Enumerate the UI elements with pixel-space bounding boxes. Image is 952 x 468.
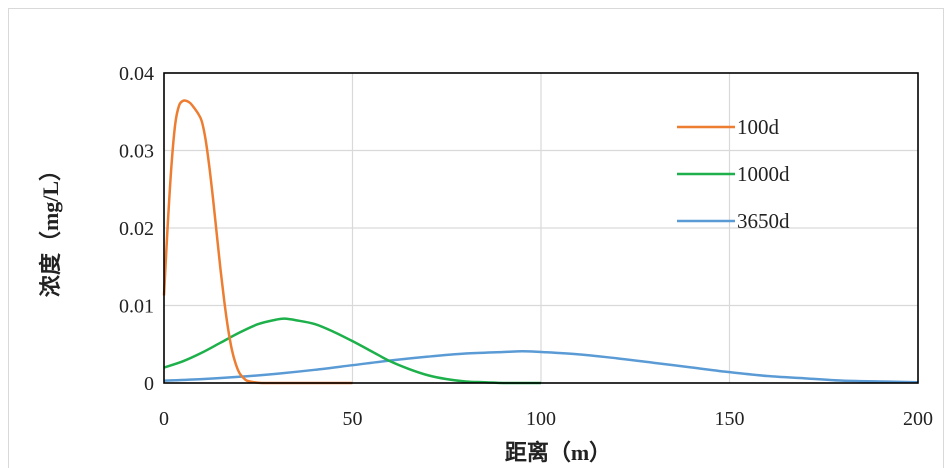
y-tick-label: 0.01 bbox=[119, 296, 154, 318]
y-tick-label: 0.03 bbox=[119, 141, 154, 163]
legend-label-3650d: 3650d bbox=[737, 209, 790, 233]
tick-layer: 0 50 100 150 200 0 0.01 0.02 0.03 0.04 bbox=[119, 63, 933, 430]
y-axis-title: 浓度（mg/L） bbox=[38, 159, 63, 297]
legend: 100d 1000d 3650d bbox=[677, 115, 790, 233]
series-line-3650d bbox=[163, 349, 919, 384]
x-axis-title: 距离（m） bbox=[505, 440, 611, 465]
plot-area-border bbox=[163, 72, 919, 384]
y-tick-label: 0.04 bbox=[119, 63, 154, 85]
x-tick-label: 0 bbox=[159, 408, 169, 430]
x-tick-label: 200 bbox=[903, 408, 933, 430]
grid-layer bbox=[164, 73, 918, 383]
legend-label-1000d: 1000d bbox=[737, 162, 790, 186]
x-tick-label: 100 bbox=[526, 408, 556, 430]
series-line-100d bbox=[162, 99, 353, 385]
y-tick-label: 0.02 bbox=[119, 218, 154, 240]
x-tick-label: 150 bbox=[715, 408, 745, 430]
y-tick-label: 0 bbox=[144, 373, 154, 395]
x-tick-label: 50 bbox=[343, 408, 363, 430]
legend-label-100d: 100d bbox=[737, 115, 780, 139]
